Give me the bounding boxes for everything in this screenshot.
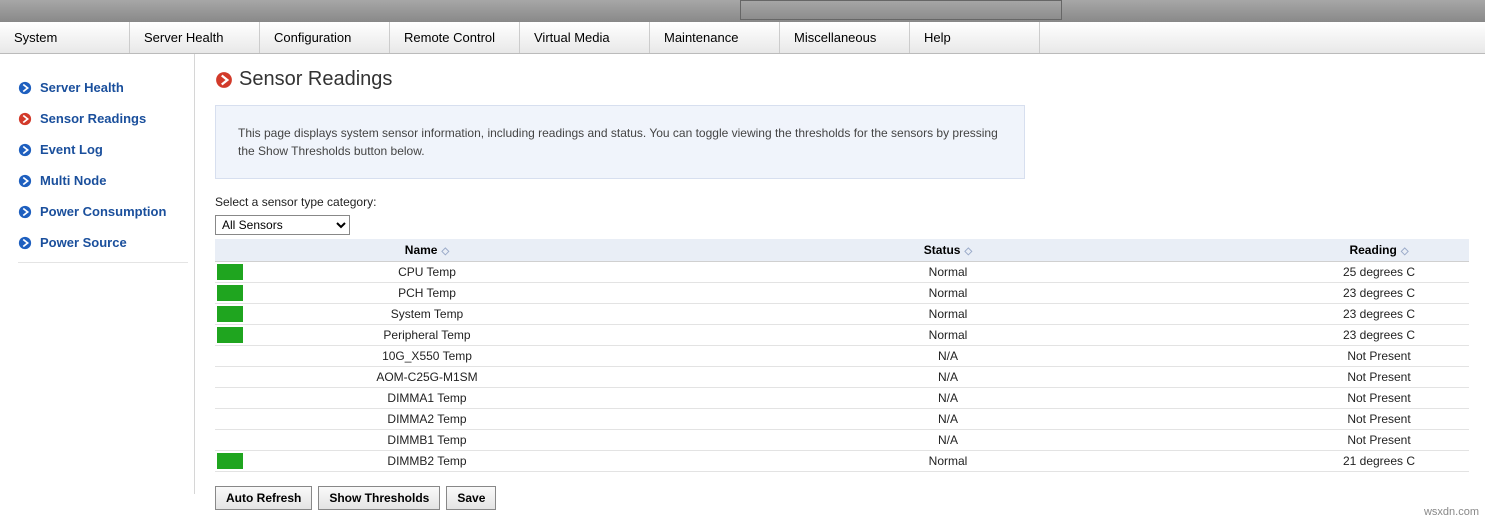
menu-server-health[interactable]: Server Health [130,22,260,53]
menu-help[interactable]: Help [910,22,1040,53]
sidebar-item-label: Server Health [40,80,124,95]
sidebar-item-label: Sensor Readings [40,111,146,126]
table-row[interactable]: 10G_X550 TempN/ANot Present [215,346,1469,367]
main-menu: System Server Health Configuration Remot… [0,22,1485,54]
save-button[interactable]: Save [446,486,496,510]
sidebar-item-event-log[interactable]: Event Log [18,134,188,165]
table-header-row: Name◇ Status◇ Reading◇ [215,239,1469,262]
cell-name: 10G_X550 Temp [247,346,607,367]
cell-status: N/A [607,409,1289,430]
table-row[interactable]: AOM-C25G-M1SMN/ANot Present [215,367,1469,388]
cell-name: DIMMB2 Temp [247,451,607,472]
sidebar-item-label: Event Log [40,142,103,157]
page-title: Sensor Readings [239,68,392,91]
status-indicator-icon [217,453,243,469]
menu-system[interactable]: System [0,22,130,53]
cell-reading: Not Present [1289,367,1469,388]
menu-maintenance[interactable]: Maintenance [650,22,780,53]
arrow-right-icon [18,112,32,126]
sort-icon: ◇ [437,246,449,257]
sort-icon: ◇ [1397,246,1409,257]
status-indicator-icon [217,285,243,301]
sidebar-item-power-source[interactable]: Power Source [18,227,188,258]
table-row[interactable]: DIMMB1 TempN/ANot Present [215,430,1469,451]
sidebar-item-sensor-readings[interactable]: Sensor Readings [18,103,188,134]
window-top-bar [0,0,1485,22]
table-row[interactable]: Peripheral TempNormal23 degrees C [215,325,1469,346]
sidebar: Server Health Sensor Readings Event Log Mul… [0,54,195,494]
sidebar-item-power-consumption[interactable]: Power Consumption [18,196,188,227]
sidebar-item-label: Multi Node [40,173,106,188]
category-label: Select a sensor type category: [215,195,1469,209]
status-indicator-icon [217,264,243,280]
cell-status: Normal [607,325,1289,346]
cell-reading: 23 degrees C [1289,325,1469,346]
sidebar-item-server-health[interactable]: Server Health [18,72,188,103]
cell-name: DIMMA1 Temp [247,388,607,409]
table-row[interactable]: CPU TempNormal25 degrees C [215,262,1469,283]
menu-miscellaneous[interactable]: Miscellaneous [780,22,910,53]
cell-reading: 21 degrees C [1289,451,1469,472]
cell-name: DIMMB1 Temp [247,430,607,451]
info-box: This page displays system sensor informa… [215,105,1025,179]
watermark: wsxdn.com [1424,506,1479,518]
col-reading[interactable]: Reading◇ [1289,239,1469,262]
table-row[interactable]: PCH TempNormal23 degrees C [215,283,1469,304]
sidebar-item-label: Power Source [40,235,127,250]
arrow-right-icon [18,81,32,95]
cell-reading: Not Present [1289,346,1469,367]
cell-name: DIMMA2 Temp [247,409,607,430]
status-indicator-icon [217,327,243,343]
cell-status: N/A [607,388,1289,409]
arrow-right-icon [18,174,32,188]
table-row[interactable]: DIMMB2 TempNormal21 degrees C [215,451,1469,472]
arrow-right-icon [18,205,32,219]
sensor-table: Name◇ Status◇ Reading◇ CPU TempNormal25 … [215,239,1469,472]
cell-name: Peripheral Temp [247,325,607,346]
col-status[interactable]: Status◇ [607,239,1289,262]
cell-name: System Temp [247,304,607,325]
status-indicator-icon [217,306,243,322]
cell-status: Normal [607,262,1289,283]
cell-reading: 23 degrees C [1289,304,1469,325]
arrow-right-icon [18,143,32,157]
col-indicator [215,239,247,262]
page-title-icon [215,71,233,89]
cell-name: PCH Temp [247,283,607,304]
cell-name: CPU Temp [247,262,607,283]
content-area: Sensor Readings This page displays syste… [195,54,1485,520]
cell-status: Normal [607,304,1289,325]
sidebar-item-multi-node[interactable]: Multi Node [18,165,188,196]
category-select[interactable]: All Sensors [215,215,350,235]
cell-reading: Not Present [1289,409,1469,430]
show-thresholds-button[interactable]: Show Thresholds [318,486,440,510]
cell-reading: Not Present [1289,430,1469,451]
table-row[interactable]: DIMMA1 TempN/ANot Present [215,388,1469,409]
cell-reading: 25 degrees C [1289,262,1469,283]
cell-status: Normal [607,451,1289,472]
sidebar-item-label: Power Consumption [40,204,166,219]
cell-name: AOM-C25G-M1SM [247,367,607,388]
menu-virtual-media[interactable]: Virtual Media [520,22,650,53]
col-name[interactable]: Name◇ [247,239,607,262]
cell-status: Normal [607,283,1289,304]
auto-refresh-button[interactable]: Auto Refresh [215,486,312,510]
cell-status: N/A [607,346,1289,367]
arrow-right-icon [18,236,32,250]
table-row[interactable]: System TempNormal23 degrees C [215,304,1469,325]
menu-remote-control[interactable]: Remote Control [390,22,520,53]
cell-status: N/A [607,367,1289,388]
sort-icon: ◇ [960,246,972,257]
cell-reading: Not Present [1289,388,1469,409]
menu-configuration[interactable]: Configuration [260,22,390,53]
cell-status: N/A [607,430,1289,451]
table-row[interactable]: DIMMA2 TempN/ANot Present [215,409,1469,430]
cell-reading: 23 degrees C [1289,283,1469,304]
